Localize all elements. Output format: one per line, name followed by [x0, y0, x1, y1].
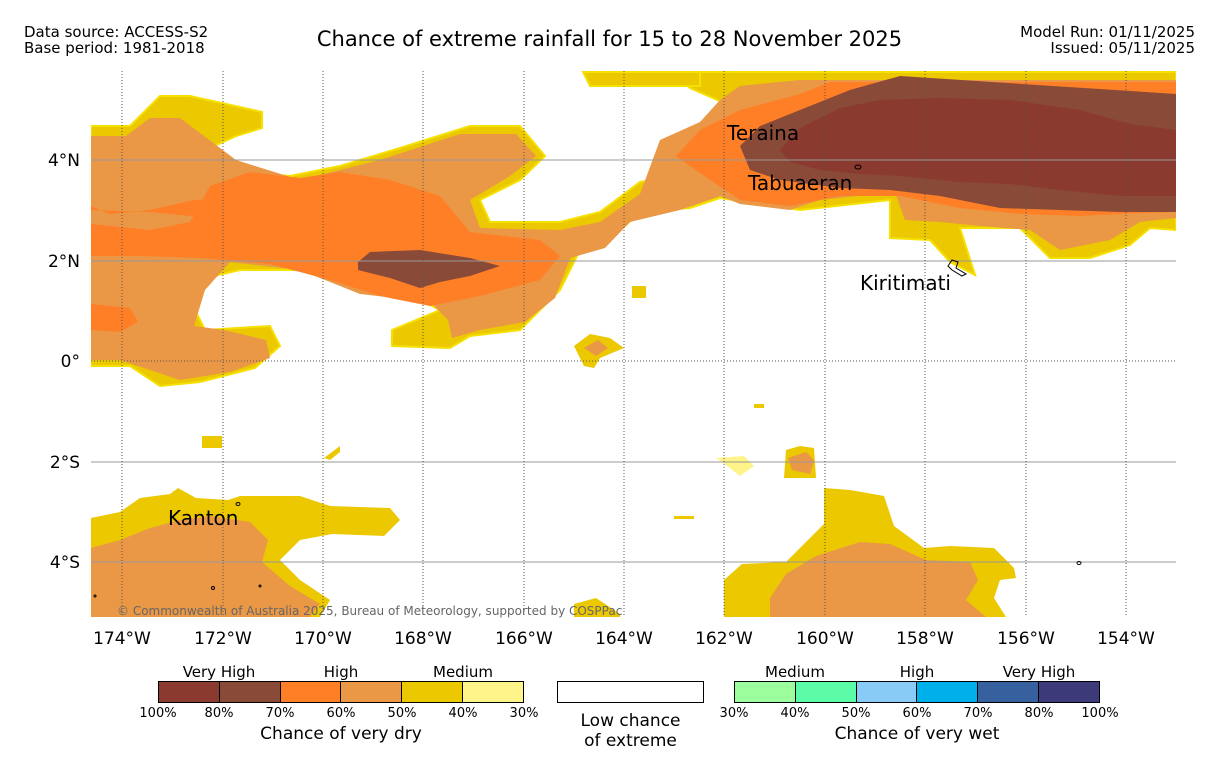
dry-patch [202, 436, 222, 448]
wet-colorbar-swatch [917, 682, 979, 702]
dry-legend-header: Very High [182, 663, 256, 681]
dry-colorbar-tick: 40% [448, 706, 478, 721]
dry-colorbar-tick: 60% [326, 706, 356, 721]
lat-tick-label: 2°S [50, 453, 80, 473]
low-chance-line2: of extreme [584, 731, 677, 751]
wet-legend-header: Very High [1002, 663, 1076, 681]
dry-patch [716, 456, 754, 476]
dry-high-region-southwest [91, 516, 320, 617]
dry-patch [584, 340, 608, 356]
island-outline [258, 584, 262, 588]
dry-high-region-southeast [770, 542, 986, 617]
issued-text: Issued: 05/11/2025 [1050, 39, 1195, 57]
dry-legend-title: Chance of very dry [260, 724, 422, 744]
dry-colorbar-tick: 70% [265, 706, 295, 721]
wet-colorbar-tick: 60% [902, 706, 932, 721]
wet-colorbar-swatch [978, 682, 1040, 702]
dry-colorbar-swatch [341, 682, 403, 702]
wet-colorbar-tick: 80% [1024, 706, 1054, 721]
model-run-info: Model Run: 01/11/2025 Issued: 05/11/2025 [1020, 24, 1195, 56]
place-label-tabuaeran: Tabuaeran [747, 171, 852, 195]
map-area [91, 71, 1176, 617]
lon-tick-label: 156°W [997, 629, 1055, 649]
wet-colorbar-tick: 30% [719, 706, 749, 721]
copyright-text: © Commonwealth of Australia 2025, Bureau… [117, 604, 622, 618]
wet-colorbar-tick: 40% [780, 706, 810, 721]
lon-tick-label: 164°W [595, 629, 653, 649]
island-outline [235, 502, 241, 506]
dry-colorbar [158, 681, 524, 703]
wet-colorbar-swatch [1039, 682, 1099, 702]
lon-tick-label: 166°W [495, 629, 553, 649]
lon-tick-label: 158°W [896, 629, 954, 649]
lat-tick-label: 2°N [48, 252, 80, 272]
wet-colorbar-swatch [856, 682, 918, 702]
lat-tick-label: 4°N [48, 151, 80, 171]
low-chance-swatch [557, 681, 704, 703]
island-outlines [93, 164, 1082, 598]
wet-legend-title: Chance of very wet [834, 724, 1000, 744]
island-outline [947, 259, 968, 277]
island-outline [854, 164, 862, 170]
dry-legend-header: High [323, 663, 359, 681]
place-label-kiritimati: Kiritimati [860, 271, 951, 295]
model-run-text: Model Run: 01/11/2025 [1020, 23, 1195, 41]
dry-colorbar-tick: 80% [204, 706, 234, 721]
page-title: Chance of extreme rainfall for 15 to 28 … [316, 27, 903, 51]
base-period-text: Base period: 1981-2018 [24, 39, 205, 57]
lon-tick-label: 168°W [394, 629, 452, 649]
wet-colorbar-tick: 70% [963, 706, 993, 721]
dry-patch [632, 286, 646, 298]
dry-legend-header: Medium [433, 663, 493, 681]
lon-tick-label: 160°W [796, 629, 854, 649]
dry-colorbar-swatch [402, 682, 464, 702]
lat-tick-label: 0° [61, 352, 80, 372]
wet-colorbar [734, 681, 1100, 703]
dry-colorbar-swatch [463, 682, 523, 702]
place-label-teraina: Teraina [726, 121, 799, 145]
dry-patch [324, 446, 340, 460]
dry-colorbar-swatch [280, 682, 342, 702]
dry-patch [674, 516, 694, 519]
dry-patch [754, 404, 764, 408]
low-chance-label: Low chance of extreme [557, 711, 704, 751]
dry-high-region-west [91, 304, 138, 332]
data-source-info: Data source: ACCESS-S2 Base period: 1981… [24, 24, 208, 56]
map-gridlines-dotted [91, 71, 1176, 617]
wet-colorbar-swatch [735, 682, 796, 702]
lon-tick-label: 170°W [294, 629, 352, 649]
low-chance-line1: Low chance [580, 711, 681, 731]
lat-tick-label: 4°S [50, 553, 80, 573]
wet-legend-header: Medium [765, 663, 825, 681]
island-outline [93, 594, 97, 598]
dry-colorbar-tick: 30% [509, 706, 539, 721]
dry-medium-region-ne-top [581, 71, 701, 87]
island-outline [1076, 561, 1082, 565]
wet-colorbar-swatch [795, 682, 857, 702]
dry-colorbar-swatch [159, 682, 220, 702]
map-gridlines [91, 159, 1176, 563]
dry-medium-region-south-center [574, 598, 620, 617]
dry-patch [788, 452, 814, 474]
lon-tick-label: 162°W [695, 629, 753, 649]
dry-very-high-region-center [358, 250, 500, 288]
dry-colorbar-tick: 50% [387, 706, 417, 721]
dry-colorbar-tick: 100% [139, 706, 177, 721]
lon-tick-label: 174°W [93, 629, 151, 649]
lon-tick-label: 154°W [1097, 629, 1155, 649]
wet-legend-header: High [899, 663, 935, 681]
dry-colorbar-swatch [219, 682, 281, 702]
wet-colorbar-tick: 100% [1081, 706, 1119, 721]
data-source-text: Data source: ACCESS-S2 [24, 23, 209, 41]
place-label-kanton: Kanton [168, 506, 238, 530]
dry-very-high-region-core [780, 98, 1176, 196]
lon-tick-label: 172°W [194, 629, 252, 649]
wet-colorbar-tick: 50% [841, 706, 871, 721]
island-outline [211, 586, 215, 590]
